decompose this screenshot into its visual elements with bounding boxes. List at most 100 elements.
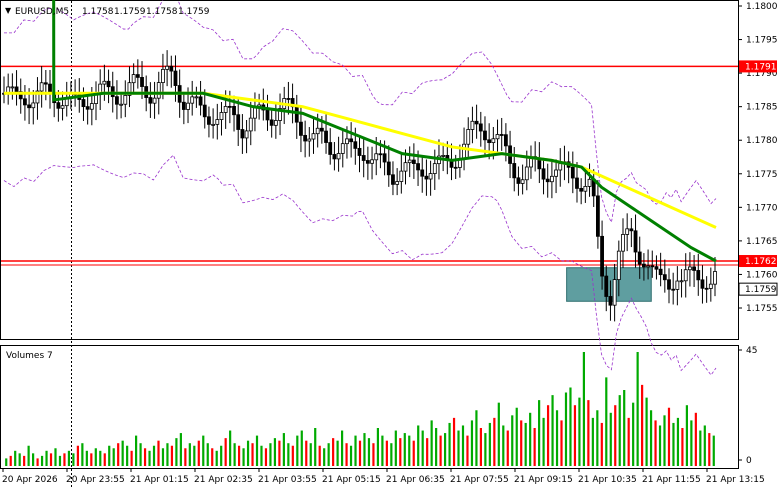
candle-body bbox=[633, 230, 638, 253]
candle-body bbox=[583, 186, 588, 192]
candle-body bbox=[570, 166, 575, 179]
candle-body bbox=[357, 147, 362, 156]
candle-body bbox=[524, 166, 529, 181]
candle-body bbox=[370, 159, 374, 164]
candle-body bbox=[115, 96, 119, 105]
candle-body bbox=[612, 279, 617, 306]
candle-body bbox=[637, 251, 642, 265]
candle-body bbox=[549, 175, 554, 183]
candle-body bbox=[453, 166, 458, 169]
time-tick-label: 21 Apr 03:55 bbox=[258, 475, 317, 485]
candle-body bbox=[156, 82, 161, 99]
candle-body bbox=[173, 70, 178, 86]
price-tag-label-support: 1.1762 bbox=[745, 257, 777, 267]
time-tick-label: 21 Apr 07:55 bbox=[450, 475, 509, 485]
candle-body bbox=[119, 103, 124, 106]
candle-body bbox=[236, 114, 241, 130]
candle-body bbox=[432, 163, 437, 174]
candle-body bbox=[395, 181, 400, 185]
candle-body bbox=[85, 106, 90, 110]
candle-body bbox=[658, 268, 663, 276]
envelope-band-lower bbox=[3, 154, 717, 376]
candle-body bbox=[56, 102, 61, 109]
candle-body bbox=[420, 169, 425, 177]
candle-body bbox=[198, 96, 203, 106]
time-tick-label: 21 Apr 11:55 bbox=[642, 475, 701, 485]
candle-body bbox=[487, 139, 492, 144]
candle-body bbox=[43, 82, 48, 85]
candle-body bbox=[621, 234, 625, 252]
moving-average-fast-line bbox=[52, 0, 717, 263]
price-tick-label: 1.1785 bbox=[746, 103, 778, 113]
candle-body bbox=[424, 175, 429, 180]
price-tick-label: 1.1780 bbox=[746, 136, 778, 146]
ohlc-close: 1.1759 bbox=[178, 7, 210, 17]
candle-body bbox=[558, 163, 563, 171]
candle-body bbox=[299, 121, 303, 136]
candle-body bbox=[399, 170, 404, 182]
candle-body bbox=[516, 177, 521, 184]
candle-body bbox=[39, 82, 44, 92]
candle-body bbox=[227, 105, 232, 108]
candle-body bbox=[642, 263, 646, 268]
candle-body bbox=[700, 279, 705, 289]
symbol-dropdown-arrow-icon[interactable]: ▼ bbox=[5, 6, 12, 15]
candle-body bbox=[81, 99, 86, 108]
price-tag-resistance bbox=[739, 60, 777, 73]
candle-body bbox=[365, 160, 370, 164]
candle-body bbox=[181, 101, 186, 110]
candle-body bbox=[345, 138, 349, 145]
candle-body bbox=[696, 270, 701, 281]
candle-body bbox=[675, 280, 680, 290]
candle-body bbox=[391, 174, 395, 185]
candle-body bbox=[713, 271, 717, 285]
candle-body bbox=[428, 173, 433, 180]
candle-body bbox=[495, 134, 500, 140]
candle-body bbox=[102, 80, 107, 85]
candle-body bbox=[382, 153, 387, 163]
candle-body bbox=[60, 105, 65, 109]
candle-body bbox=[324, 130, 328, 143]
candle-body bbox=[466, 129, 471, 145]
candle-body bbox=[386, 161, 391, 176]
candle-body bbox=[616, 250, 621, 281]
time-tick-label: 21 Apr 13:15 bbox=[706, 475, 765, 485]
candle-body bbox=[646, 265, 650, 268]
candle-body bbox=[349, 138, 354, 143]
candle-body bbox=[662, 274, 667, 281]
candle-body bbox=[353, 141, 358, 149]
symbol-label: EURUSD,M5 bbox=[15, 7, 69, 17]
price-tick-label: 1.1770 bbox=[746, 203, 778, 213]
candle-body bbox=[303, 134, 308, 142]
time-tick-label: 21 Apr 10:35 bbox=[578, 475, 637, 485]
price-tick-label: 1.1755 bbox=[746, 304, 778, 314]
candle-body bbox=[608, 296, 613, 306]
candle-body bbox=[683, 269, 688, 282]
time-tick-label: 21 Apr 09:15 bbox=[514, 475, 573, 485]
candle-body bbox=[315, 127, 320, 135]
candle-body bbox=[165, 65, 170, 70]
candle-body bbox=[265, 109, 270, 121]
candle-body bbox=[89, 103, 94, 110]
price-tag-support bbox=[739, 255, 777, 268]
price-tick-label: 1.1775 bbox=[746, 170, 778, 180]
candle-body bbox=[169, 65, 174, 72]
volumes-indicator-label: Volumes 7 bbox=[6, 351, 53, 361]
candle-body bbox=[248, 117, 253, 132]
candle-body bbox=[106, 80, 111, 88]
time-tick-label: 21 Apr 02:35 bbox=[194, 475, 253, 485]
candle-body bbox=[14, 86, 19, 93]
candle-body bbox=[152, 97, 157, 104]
envelope-band-upper bbox=[3, 0, 717, 224]
candle-body bbox=[161, 68, 165, 83]
candle-body bbox=[244, 130, 249, 139]
candle-body bbox=[688, 266, 692, 271]
candle-body bbox=[692, 266, 696, 271]
candle-body bbox=[10, 86, 15, 89]
candle-body bbox=[319, 127, 324, 132]
candle-body bbox=[269, 119, 274, 126]
price-tag-label-current: 1.1759 bbox=[745, 285, 777, 295]
candle-body bbox=[704, 287, 709, 290]
candle-body bbox=[27, 104, 31, 109]
